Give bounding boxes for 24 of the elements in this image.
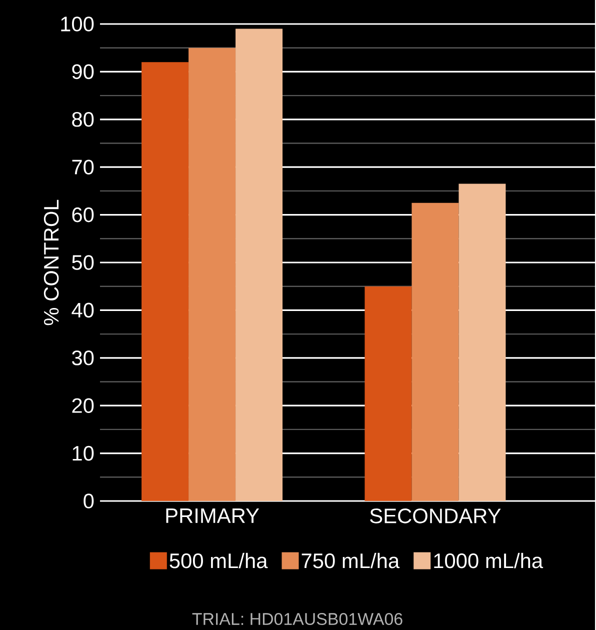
bar xyxy=(236,28,283,501)
legend-label: 500 mL/ha xyxy=(170,552,268,568)
y-tick-label: 80 xyxy=(72,112,94,127)
text: TRIAL: HD01AUSB01WA06 xyxy=(192,613,402,625)
bar xyxy=(188,48,236,501)
y-tick-label: 50 xyxy=(72,255,94,270)
y-tick-label: 40 xyxy=(72,302,94,318)
y-tick-label: 60 xyxy=(72,207,94,222)
legend-label: 1000 mL/ha xyxy=(434,552,544,568)
x-tick-label: SECONDARY xyxy=(370,508,501,524)
y-tick-label: 30 xyxy=(72,350,94,366)
y-axis-title: % CONTROL xyxy=(44,200,59,326)
y-tick-label: 100 xyxy=(61,16,94,32)
y-tick-label: 70 xyxy=(72,160,94,174)
bar xyxy=(458,184,506,501)
y-tick-label: 0 xyxy=(84,494,94,508)
bar xyxy=(364,286,412,501)
y-tick-label: 10 xyxy=(72,446,94,461)
bar xyxy=(412,202,459,501)
y-tick-label: 20 xyxy=(72,398,94,414)
y-tick-label: 90 xyxy=(72,64,94,80)
x-tick-label: PRIMARY xyxy=(166,508,260,523)
legend-label: 750 mL/ha xyxy=(302,552,400,568)
bar xyxy=(142,62,189,501)
